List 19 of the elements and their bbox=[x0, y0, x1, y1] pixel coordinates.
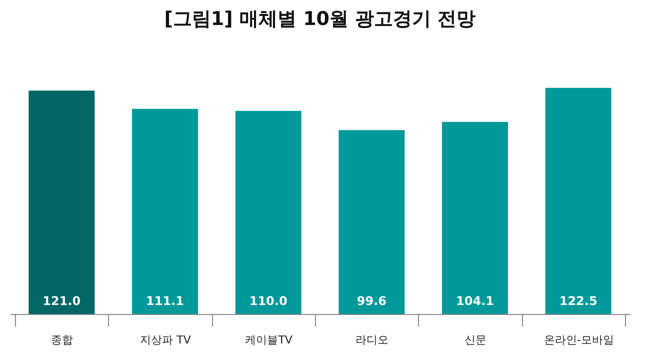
x-tick-label: 온라인-모바일 bbox=[544, 334, 614, 346]
data-label: 104.1 bbox=[456, 294, 494, 308]
data-label: 122.5 bbox=[559, 294, 598, 308]
bar bbox=[132, 108, 198, 314]
x-tick-label: 종합 bbox=[51, 334, 74, 346]
x-tick-label: 케이블TV bbox=[245, 334, 293, 346]
bar bbox=[545, 88, 612, 314]
bar bbox=[442, 122, 508, 314]
data-label: 121.0 bbox=[42, 294, 81, 308]
chart-title: [그림1] 매체별 10월 광고경기 전망 bbox=[164, 8, 476, 30]
x-tick-label: 신문 bbox=[464, 334, 486, 346]
data-label: 111.1 bbox=[146, 294, 184, 308]
x-tick-label: 지상파 TV bbox=[140, 334, 192, 346]
data-label: 110.0 bbox=[249, 294, 288, 308]
bar bbox=[338, 130, 405, 314]
data-label: 99.6 bbox=[356, 294, 386, 308]
bar bbox=[28, 90, 95, 314]
x-tick-label: 라디오 bbox=[356, 334, 389, 346]
bar bbox=[235, 110, 302, 314]
